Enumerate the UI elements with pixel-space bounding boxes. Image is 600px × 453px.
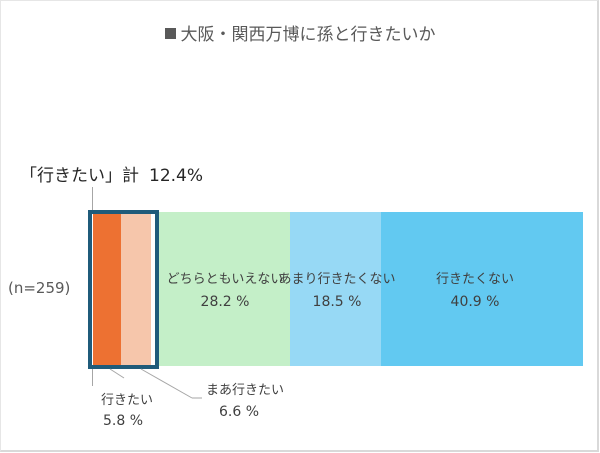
square-bullet-icon bbox=[164, 28, 176, 39]
bar-segment-somewhat-want bbox=[121, 212, 153, 366]
segment-value-somewhat-want: 6.6 % bbox=[219, 404, 260, 420]
segment-value-not-really: 18.5 % bbox=[312, 294, 362, 310]
want-leader-line bbox=[92, 366, 93, 386]
segment-label-want: 行きたい bbox=[101, 393, 154, 408]
bar-segment-neutral bbox=[157, 212, 291, 366]
segment-label-not-really: あまり行きたくない bbox=[278, 272, 396, 287]
segment-value-not-want: 40.9 % bbox=[450, 294, 500, 310]
want-total-highlight-frame bbox=[88, 210, 159, 369]
bar-segment-not-want bbox=[381, 212, 583, 366]
segment-label-not-want: 行きたくない bbox=[435, 272, 514, 287]
chart-title-text: 大阪・関西万博に孫と行きたいか bbox=[180, 25, 436, 45]
segment-value-neutral: 28.2 % bbox=[200, 294, 250, 310]
summary-leader-line bbox=[92, 187, 93, 211]
segment-label-somewhat-want: まあ行きたい bbox=[206, 383, 285, 398]
bar-segment-want bbox=[93, 212, 121, 366]
bar-segment-not-really bbox=[290, 212, 381, 366]
chart-title: 大阪・関西万博に孫と行きたいか bbox=[0, 20, 600, 45]
summary-label: 「行きたい」計 bbox=[20, 166, 139, 186]
segment-value-want: 5.8 % bbox=[103, 413, 144, 429]
bar-gap bbox=[151, 212, 157, 366]
summary-total: 「行きたい」計 12.4% bbox=[20, 161, 203, 186]
sample-size-label: (n=259) bbox=[8, 279, 71, 297]
segment-label-neutral: どちらともいえない bbox=[166, 272, 284, 287]
summary-value: 12.4% bbox=[149, 166, 204, 186]
